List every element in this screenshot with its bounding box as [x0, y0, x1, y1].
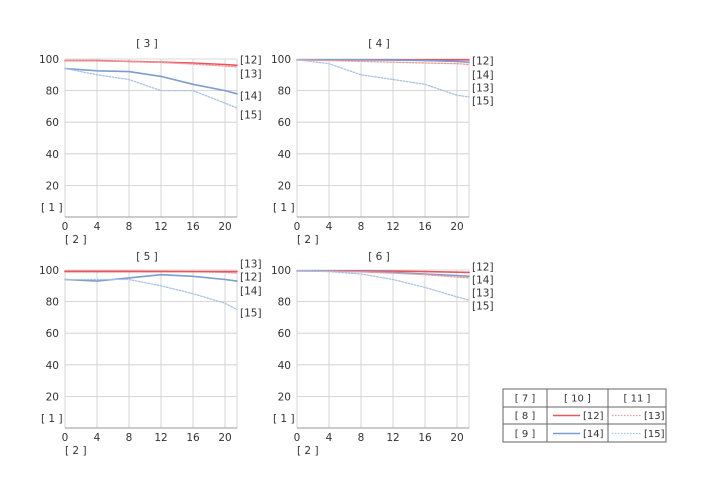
x-tick-label: 16 — [418, 221, 432, 233]
y-axis-label: [ 1 ] — [41, 413, 63, 425]
series-label: [15] — [240, 308, 262, 320]
x-tick-label: 16 — [418, 432, 432, 444]
x-tick-label: 8 — [126, 432, 133, 444]
x-tick-label: 4 — [94, 432, 101, 444]
chart-title: [ 4 ] — [368, 38, 390, 50]
x-tick-label: 0 — [294, 221, 301, 233]
x-axis-label: [ 2 ] — [65, 445, 87, 457]
series-line — [64, 278, 238, 311]
y-tick-label: 40 — [278, 149, 291, 161]
x-tick-label: 20 — [218, 221, 231, 233]
y-tick-label: 60 — [46, 328, 59, 340]
x-tick-label: 12 — [154, 432, 167, 444]
y-tick-label: 40 — [46, 360, 59, 372]
chart-title: [ 6 ] — [368, 251, 390, 263]
series-line — [64, 59, 238, 68]
x-tick-label: 8 — [126, 221, 133, 233]
legend-solid-label: [12] — [583, 411, 604, 422]
y-axis-label: [ 1 ] — [273, 413, 295, 425]
x-axis-label: [ 2 ] — [65, 234, 87, 246]
x-tick-label: 20 — [450, 432, 463, 444]
y-tick-label: 40 — [278, 360, 291, 372]
chart-panel: 20 40 60 80 100 0 4 8 12 16 20 [ 4 ] [ 1 ] [ 2 ] [12] [… — [271, 38, 494, 246]
x-tick-label: 4 — [94, 221, 101, 233]
x-tick-label: 0 — [294, 432, 301, 444]
y-axis-label: [ 1 ] — [273, 202, 295, 214]
y-tick-label: 100 — [39, 54, 59, 66]
y-tick-label: 60 — [46, 117, 59, 129]
legend-row-label: [ 9 ] — [515, 429, 536, 440]
x-tick-label: 12 — [386, 221, 399, 233]
x-tick-label: 16 — [186, 221, 200, 233]
legend-dotted-label: [15] — [644, 429, 665, 440]
y-tick-label: 100 — [271, 54, 291, 66]
y-tick-label: 20 — [46, 180, 59, 192]
x-tick-label: 20 — [218, 432, 231, 444]
y-tick-label: 20 — [46, 391, 59, 403]
series-label: [12] — [240, 272, 262, 284]
series-line — [64, 67, 238, 109]
chart-title: [ 3 ] — [136, 38, 158, 50]
y-axis-label: [ 1 ] — [41, 202, 63, 214]
chart-panel: 20 40 60 80 100 0 4 8 12 16 20 [ 3 ] [ 1 ] [ 2 ] [12] [… — [39, 38, 262, 246]
x-tick-label: 12 — [154, 221, 167, 233]
y-tick-label: 100 — [271, 265, 291, 277]
y-tick-label: 80 — [46, 297, 59, 309]
series-line — [296, 59, 470, 66]
series-line — [296, 58, 470, 64]
x-tick-label: 8 — [358, 432, 365, 444]
series-label: [13] — [472, 288, 494, 300]
y-tick-label: 80 — [46, 86, 59, 98]
series-line — [296, 59, 470, 98]
y-tick-label: 40 — [46, 149, 59, 161]
legend-table: [ 7 ] [ 10 ] [ 11 ] [ 8 ] [12] [13] [ 9 … — [502, 388, 667, 443]
legend-border — [502, 388, 667, 443]
series-label: [13] — [472, 83, 494, 95]
y-tick-label: 60 — [278, 117, 291, 129]
series-line — [64, 273, 238, 282]
series-label: [15] — [240, 110, 262, 122]
series-label: [14] — [240, 286, 262, 298]
legend-row-label: [ 8 ] — [515, 411, 536, 422]
y-tick-label: 100 — [39, 265, 59, 277]
series-label: [12] — [472, 262, 494, 274]
chart-title: [ 5 ] — [136, 251, 158, 263]
series-label: [14] — [472, 275, 494, 287]
y-tick-label: 80 — [278, 86, 291, 98]
x-tick-label: 0 — [62, 432, 69, 444]
series-label: [15] — [472, 301, 494, 313]
series-label: [14] — [472, 70, 494, 82]
x-tick-label: 4 — [326, 221, 333, 233]
series-label: [12] — [472, 56, 494, 68]
x-tick-label: 16 — [186, 432, 200, 444]
legend-dotted-label: [13] — [644, 411, 665, 422]
series-label: [14] — [240, 91, 262, 103]
series-line — [296, 270, 470, 301]
x-axis-label: [ 2 ] — [297, 445, 319, 457]
series-label: [13] — [240, 259, 262, 271]
x-tick-label: 4 — [326, 432, 333, 444]
y-tick-label: 60 — [278, 328, 291, 340]
series-label: [13] — [240, 69, 262, 81]
y-tick-label: 20 — [278, 180, 291, 192]
legend-solid-label: [14] — [583, 429, 604, 440]
legend-header-1: [ 10 ] — [564, 394, 591, 405]
x-tick-label: 8 — [358, 221, 365, 233]
series-label: [12] — [240, 55, 262, 67]
series-label: [15] — [472, 96, 494, 108]
y-tick-label: 20 — [278, 391, 291, 403]
x-tick-label: 0 — [62, 221, 69, 233]
legend-header-0: [ 7 ] — [515, 394, 536, 405]
series-line — [64, 67, 238, 95]
x-axis-label: [ 2 ] — [297, 234, 319, 246]
x-tick-label: 12 — [386, 432, 399, 444]
y-tick-label: 80 — [278, 297, 291, 309]
legend-header-2: [ 11 ] — [624, 394, 651, 405]
x-tick-label: 20 — [450, 221, 463, 233]
